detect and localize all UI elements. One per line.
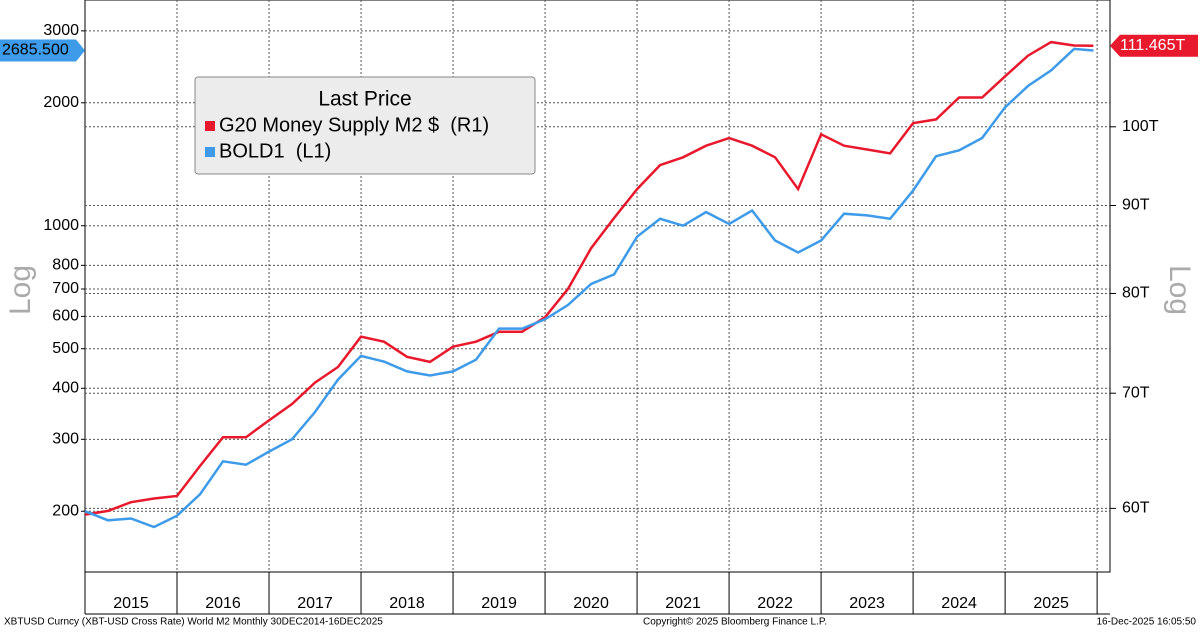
footer-center: Copyright© 2025 Bloomberg Finance L.P. bbox=[643, 617, 827, 628]
legend-swatch bbox=[205, 147, 215, 157]
legend-swatch bbox=[205, 121, 215, 131]
y-tick-label: 3000 bbox=[43, 22, 79, 39]
x-tick-label: 2016 bbox=[205, 595, 241, 612]
x-tick-label: 2018 bbox=[389, 595, 425, 612]
y2-tick-label: 60T bbox=[1122, 500, 1150, 517]
legend-title: Last Price bbox=[318, 88, 411, 111]
last-price-tag bbox=[0, 39, 85, 62]
y2-tick-label: 80T bbox=[1122, 285, 1150, 302]
x-tick-label: 2025 bbox=[1033, 595, 1069, 612]
legend-box bbox=[194, 76, 536, 175]
y-tick-label: 1000 bbox=[43, 217, 79, 234]
y2-tick-label: 70T bbox=[1122, 384, 1150, 401]
y-tick-label: 2000 bbox=[43, 94, 79, 111]
y-tick-label: 400 bbox=[52, 380, 79, 397]
last-price-label: 2685.500 bbox=[2, 42, 69, 59]
legend-label: G20 Money Supply M2 $ (R1) bbox=[219, 114, 489, 136]
y-tick-label: 500 bbox=[52, 340, 79, 357]
y2-tick-label: 90T bbox=[1122, 197, 1150, 214]
y-tick-label: 600 bbox=[52, 308, 79, 325]
y-tick-label: 300 bbox=[52, 431, 79, 448]
x-tick-label: 2024 bbox=[941, 595, 977, 612]
series-line bbox=[84, 40, 1094, 516]
y2-axis-label: Log bbox=[1163, 265, 1196, 315]
last-price-tag bbox=[1110, 34, 1198, 57]
legend-label: BOLD1 (L1) bbox=[219, 140, 331, 162]
x-tick-label: 2017 bbox=[297, 595, 333, 612]
footer-left: XBTUSD Curncy (XBT-USD Cross Rate) World… bbox=[4, 617, 383, 628]
y-tick-label: 200 bbox=[52, 502, 79, 519]
x-tick-label: 2022 bbox=[757, 595, 793, 612]
y-axis-label: Log bbox=[4, 265, 37, 315]
y-tick-label: 800 bbox=[52, 257, 79, 274]
x-tick-label: 2023 bbox=[849, 595, 885, 612]
y-tick-label: 700 bbox=[52, 280, 79, 297]
x-tick-label: 2015 bbox=[113, 595, 149, 612]
x-tick-label: 2021 bbox=[665, 595, 701, 612]
series-line bbox=[84, 47, 1094, 529]
y2-tick-label: 100T bbox=[1122, 118, 1159, 135]
footer-right: 16-Dec-2025 16:05:50 bbox=[1096, 617, 1196, 628]
x-tick-label: 2020 bbox=[573, 595, 609, 612]
x-tick-label: 2019 bbox=[481, 595, 517, 612]
last-price-label: 111.465T bbox=[1120, 37, 1185, 54]
